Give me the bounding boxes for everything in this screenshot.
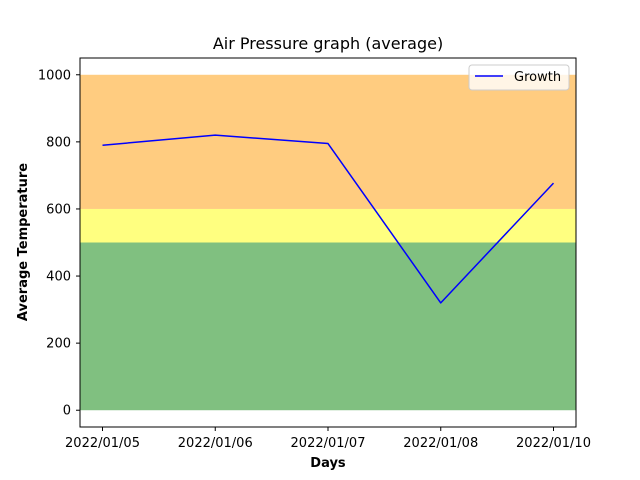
x-tick-label: 2022/01/08 [403,436,478,451]
y-axis-ticks: 0 200 400 600 800 1000 [38,68,80,419]
series-lines [102,134,555,304]
legend: Growth [468,64,570,91]
background-bands [80,74,576,411]
y-tick-label: 800 [46,135,71,150]
band-2 [80,74,576,209]
y-tick-label: 0 [63,404,71,419]
y-tick-label: 1000 [38,68,71,83]
y-axis-label: Average Temperature [16,163,31,321]
x-axis-label: Days [310,456,346,471]
band-0 [80,242,576,411]
legend-label-growth: Growth [514,70,561,85]
y-tick-label: 600 [46,202,71,217]
x-tick-label: 2022/01/05 [65,436,140,451]
band-1 [80,208,576,243]
x-axis-ticks: 2022/01/05 2022/01/06 2022/01/07 2022/01/08… [65,427,591,451]
y-tick-label: 400 [46,270,71,285]
x-tick-label: 2022/01/07 [291,436,366,451]
chart-title: Air Pressure graph (average) [213,34,443,53]
x-tick-label: 2022/01/06 [178,436,253,451]
x-tick-label: 2022/01/10 [516,436,591,451]
y-tick-label: 200 [46,337,71,352]
legend-box [468,64,570,91]
